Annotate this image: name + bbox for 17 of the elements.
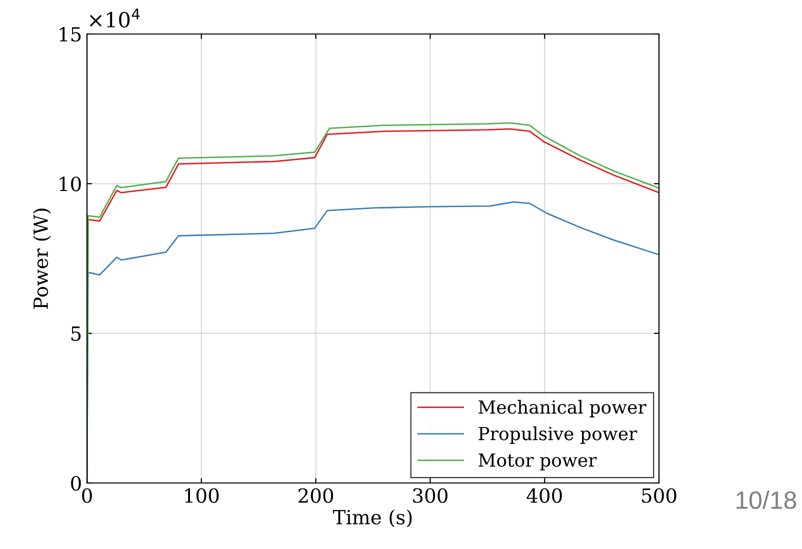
- legend-label: Motor power: [478, 453, 597, 470]
- x-axis-title: Time (s): [332, 509, 412, 528]
- legend-label: Propulsive power: [478, 426, 638, 444]
- y-tick-label: 15: [60, 26, 81, 42]
- y-tick-label: 10: [60, 176, 81, 192]
- text: 10/18: [736, 490, 796, 510]
- x-tick-label: 0: [82, 488, 92, 503]
- legend-label: Mechanical power: [478, 400, 646, 418]
- y-tick-label: 5: [71, 326, 81, 341]
- x-tick-label: 100: [185, 488, 219, 503]
- y-tick-label: 0: [71, 476, 81, 491]
- text: ×10$^{4}$: [90, 8, 140, 28]
- x-tick-label: 300: [413, 488, 448, 503]
- x-tick-label: 400: [526, 488, 562, 503]
- x-tick-label: 200: [298, 488, 334, 503]
- y-axis-title: Power (W): [33, 208, 51, 309]
- x-tick-label: 500: [642, 488, 676, 503]
